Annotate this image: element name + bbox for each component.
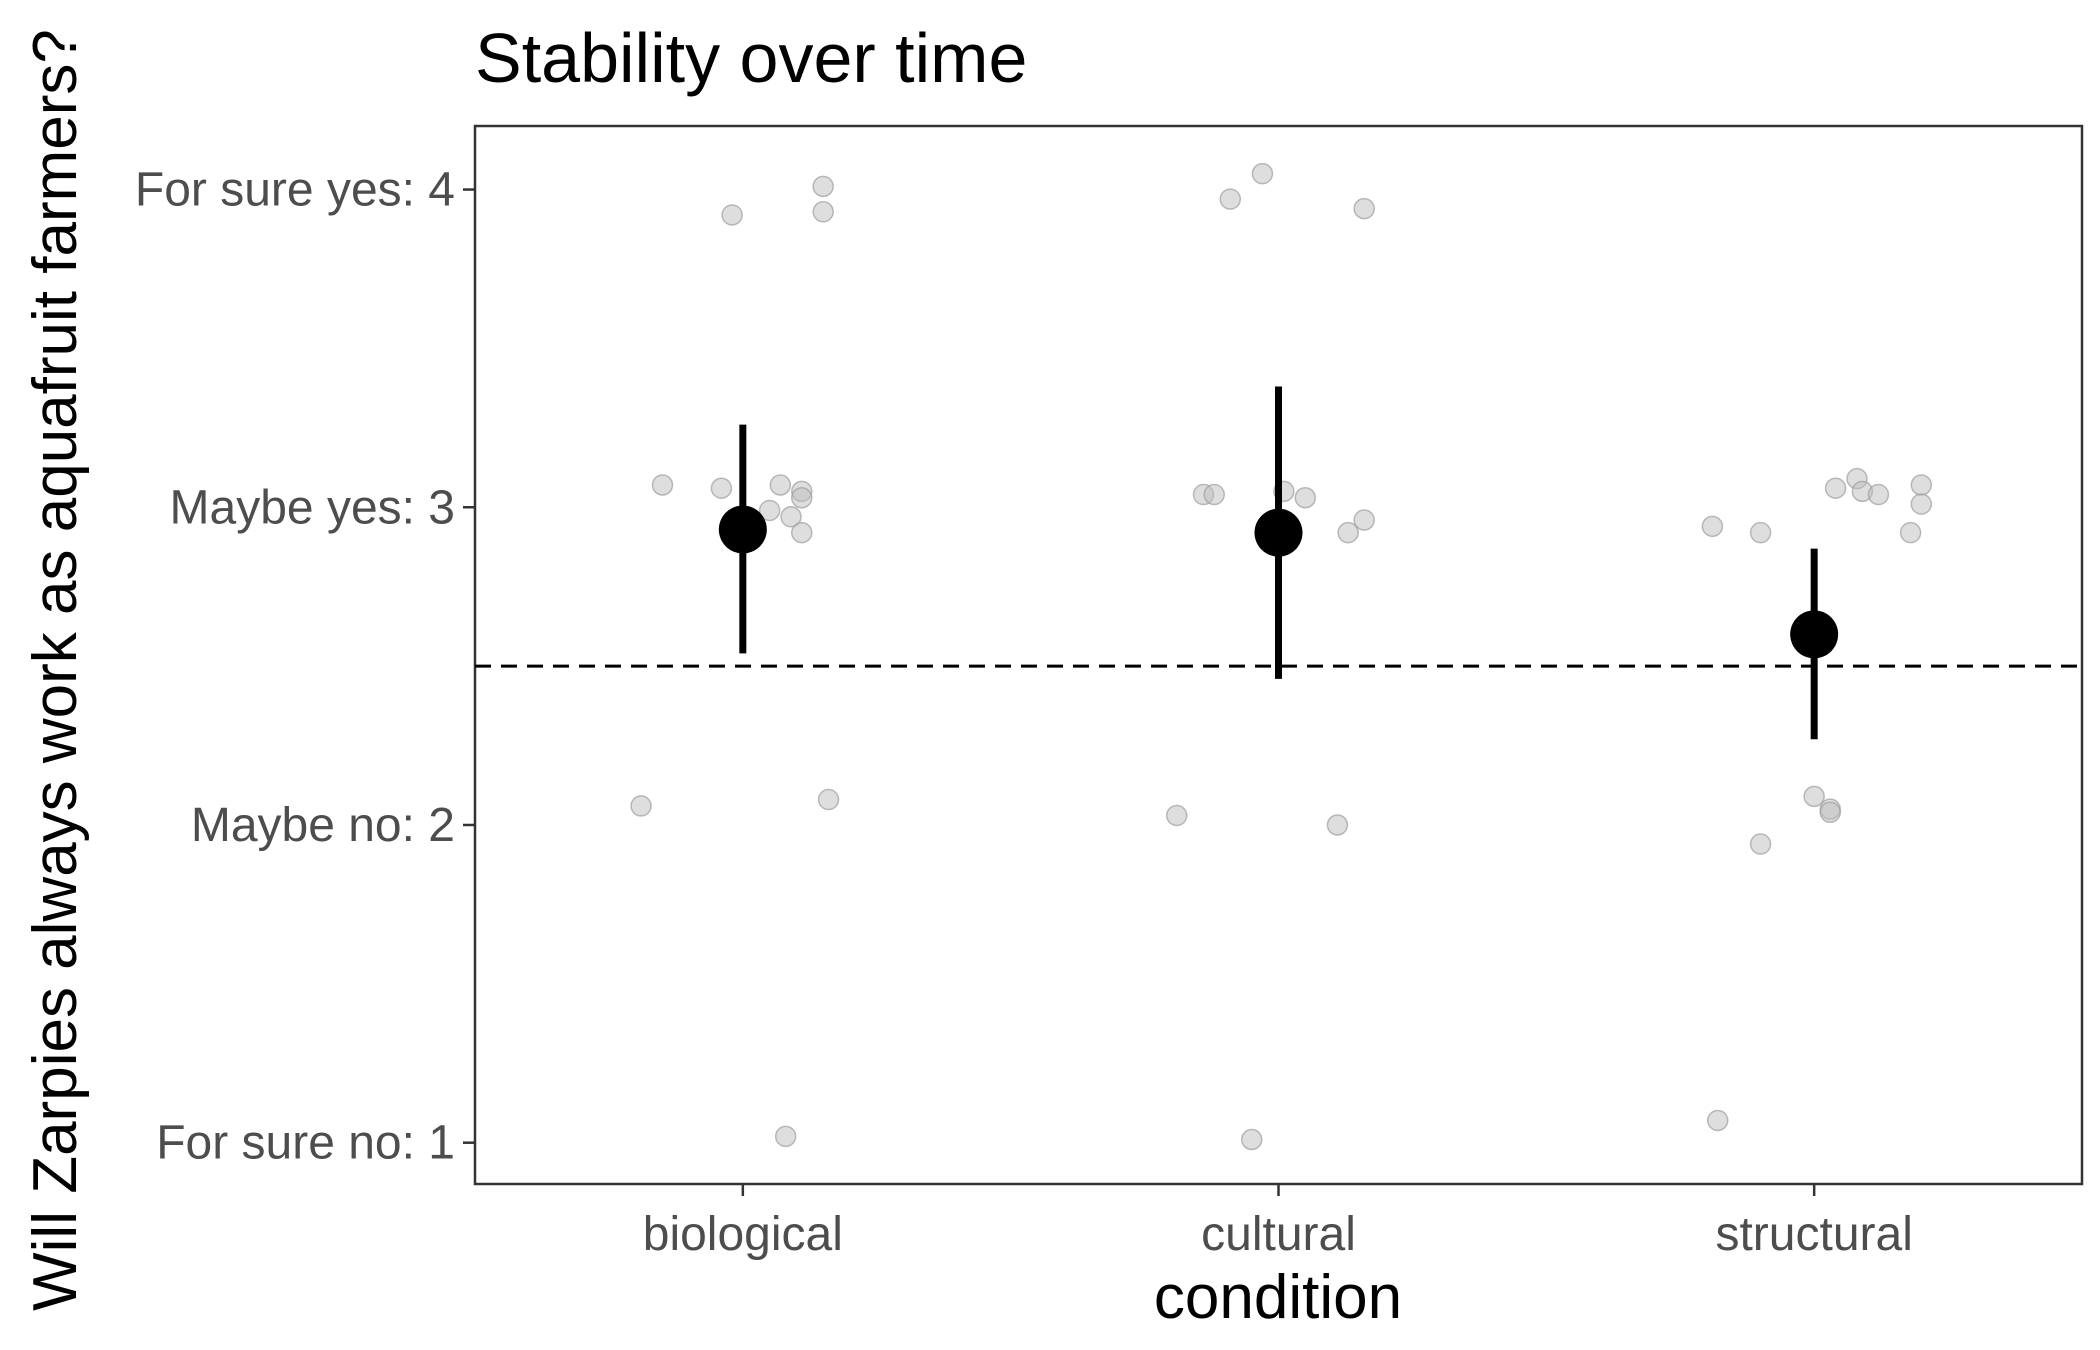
jitter-point <box>1240 1128 1263 1151</box>
y-axis-title: Will Zarpies always work as aquafruit fa… <box>21 29 90 1311</box>
mean-point <box>718 505 767 554</box>
x-tick-label: biological <box>643 1208 843 1261</box>
jitter-point <box>1749 521 1772 544</box>
x-axis: biological cultural structural <box>643 1184 1913 1261</box>
jitter-points-layer <box>630 162 1933 1151</box>
jitter-point <box>1899 521 1922 544</box>
jitter-point <box>1326 814 1349 836</box>
jitter-point <box>1867 483 1890 506</box>
jitter-point <box>1749 833 1772 855</box>
jitter-point <box>812 175 834 198</box>
jitter-point <box>791 486 813 509</box>
mean-point <box>1790 610 1839 659</box>
y-axis: For sure no: 1 Maybe no: 2 Maybe yes: 3 For… <box>135 164 475 1170</box>
jitter-point <box>1165 804 1188 827</box>
jitter-point <box>1219 188 1242 210</box>
summary-layer <box>718 386 1839 740</box>
jitter-point <box>1803 785 1825 808</box>
jitter-point <box>812 201 834 223</box>
jitter-point <box>1353 509 1375 531</box>
jitter-point <box>1824 477 1847 499</box>
x-tick-label: structural <box>1715 1208 1912 1261</box>
x-axis-title: condition <box>1154 1263 1402 1332</box>
jitter-point <box>1706 1109 1729 1132</box>
jitter-point <box>758 499 781 522</box>
y-tick-label: For sure no: 1 <box>156 1117 455 1170</box>
y-tick-label: Maybe no: 2 <box>191 799 455 852</box>
jitter-point <box>791 521 813 544</box>
jitter-point <box>630 795 652 817</box>
jitter-point <box>1819 801 1841 824</box>
jitter-point <box>1337 521 1359 544</box>
mean-point <box>1254 508 1303 557</box>
jitter-point <box>774 1125 797 1148</box>
jitter-point <box>1203 483 1225 506</box>
y-tick-label: Maybe yes: 3 <box>170 481 455 534</box>
jitter-point <box>1910 474 1933 496</box>
jitter-point <box>769 474 792 496</box>
jitter-point <box>780 506 802 528</box>
jitter-point <box>1910 493 1933 515</box>
jitter-point <box>710 477 733 499</box>
jitter-point <box>1251 162 1274 185</box>
jitter-point <box>651 474 674 496</box>
jitter-point <box>1353 197 1375 220</box>
y-tick-label: For sure yes: 4 <box>135 164 455 217</box>
jitter-point <box>817 788 840 811</box>
x-tick-label: cultural <box>1201 1208 1356 1261</box>
jitter-point <box>1294 486 1317 509</box>
chart-title: Stability over time <box>475 19 1027 97</box>
jitter-point <box>721 204 743 226</box>
jitter-point <box>1701 515 1724 538</box>
